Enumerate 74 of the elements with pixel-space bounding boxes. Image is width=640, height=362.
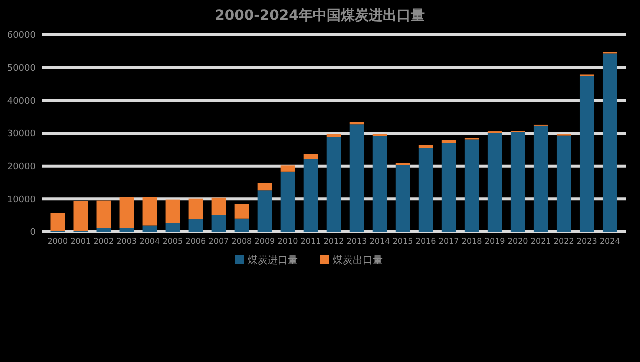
- y-tick-label: 30000: [7, 130, 36, 140]
- bar: [580, 76, 594, 232]
- x-tick-label: 2000: [48, 237, 68, 246]
- x-tick-label: 2021: [530, 237, 552, 246]
- bar: [442, 143, 456, 232]
- bar: [350, 122, 364, 125]
- bar: [120, 198, 134, 228]
- bar: [372, 136, 388, 232]
- x-tick-label: 2018: [462, 237, 482, 246]
- x-tick-label: 2010: [278, 237, 298, 246]
- bar: [304, 154, 318, 160]
- bar: [50, 213, 66, 232]
- x-tick-label: 2024: [600, 237, 620, 246]
- bar: [188, 198, 204, 220]
- bar: [258, 183, 272, 191]
- bar: [142, 226, 158, 232]
- x-tick-label: 2023: [576, 237, 598, 246]
- bar: [534, 126, 548, 232]
- bar: [234, 218, 250, 232]
- bar: [602, 54, 618, 232]
- y-tick-label: 20000: [7, 162, 36, 172]
- x-tick-label: 2007: [208, 237, 230, 246]
- x-tick-label: 2014: [370, 237, 390, 246]
- bar: [304, 159, 318, 232]
- bar: [96, 200, 112, 228]
- y-tick-label: 0: [30, 228, 36, 238]
- chart-title: 2000-2024年中国煤炭进出口量: [215, 8, 425, 24]
- bar: [258, 190, 272, 232]
- x-tick-label: 2003: [116, 237, 138, 246]
- bar: [280, 172, 296, 232]
- bar: [142, 197, 158, 226]
- x-tick-label: 2005: [162, 237, 184, 246]
- x-tick-label: 2008: [232, 237, 252, 246]
- legend-label: 煤炭进口量: [248, 254, 298, 266]
- bar: [120, 228, 134, 232]
- bar: [212, 215, 226, 232]
- bar: [418, 148, 434, 232]
- bar: [234, 204, 250, 219]
- x-tick-label: 2020: [508, 237, 528, 246]
- x-tick-label: 2022: [554, 237, 574, 246]
- bar: [326, 137, 342, 232]
- bar: [188, 220, 204, 232]
- x-tick-label: 2017: [438, 237, 460, 246]
- legend-label: 煤炭出口量: [333, 254, 383, 266]
- bar: [74, 201, 88, 232]
- bar: [510, 132, 526, 232]
- y-tick-label: 10000: [7, 195, 36, 206]
- x-tick-label: 2001: [70, 237, 92, 246]
- bar: [464, 140, 480, 232]
- x-tick-label: 2002: [94, 237, 114, 246]
- x-tick-label: 2013: [346, 237, 368, 246]
- bar: [96, 228, 112, 232]
- bar: [280, 166, 296, 172]
- x-tick-label: 2016: [416, 237, 436, 246]
- x-tick-label: 2012: [324, 237, 344, 246]
- x-tick-label: 2019: [484, 237, 506, 246]
- x-tick-label: 2009: [254, 237, 276, 246]
- bar: [212, 198, 226, 216]
- bar: [166, 200, 180, 224]
- x-tick-label: 2015: [392, 237, 414, 246]
- bar: [442, 140, 456, 144]
- bar: [488, 134, 502, 232]
- bar: [418, 145, 434, 148]
- bar: [396, 165, 410, 232]
- bar: [556, 136, 572, 232]
- y-tick-label: 50000: [7, 64, 36, 74]
- bar: [326, 134, 342, 138]
- x-tick-label: 2011: [300, 237, 322, 246]
- bar: [350, 124, 364, 232]
- y-tick-label: 60000: [7, 31, 36, 42]
- bar: [166, 223, 180, 232]
- y-tick-label: 40000: [7, 96, 36, 107]
- x-tick-label: 2006: [186, 237, 206, 246]
- x-tick-label: 2004: [140, 237, 160, 246]
